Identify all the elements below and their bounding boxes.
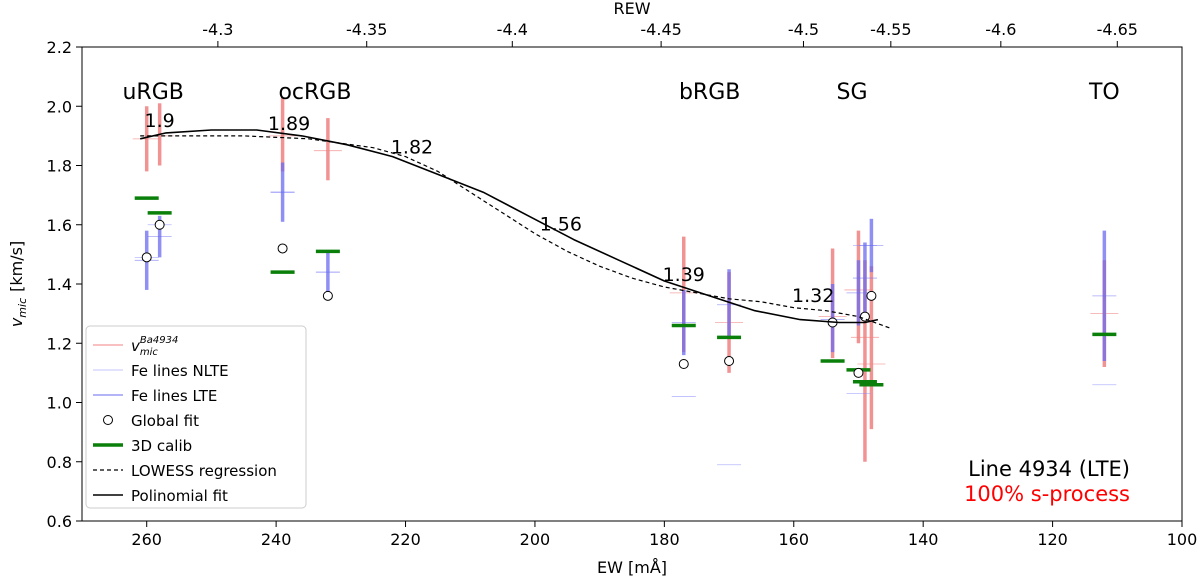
data-marks (132, 97, 1119, 466)
y-tick-label: 1.0 (47, 394, 72, 413)
global-fit-point (853, 367, 864, 378)
x-tick-label: 180 (649, 530, 680, 549)
top-tick-label: -4.4 (497, 20, 528, 39)
x-tick-label: 220 (390, 530, 421, 549)
text-labels: uRGB ocRGB bRGB SG TO 1.9 1.89 1.82 1.56 1.39 1.32 (122, 80, 1119, 307)
svg-text:vmic[km/s]: vmic [km/s] (7, 241, 29, 327)
y-tick-label: 2.2 (47, 38, 72, 57)
y-tick-label: 1.6 (47, 216, 72, 235)
fit-value-label: 1.56 (540, 214, 582, 236)
top-tick-label: -4.5 (788, 20, 819, 39)
legend-box (85, 325, 307, 509)
axis-ticks: 260 240 220 200 180 160 140 120 100 0.6 0.8 1.0 1.2 1… (47, 20, 1198, 549)
x-tick-label: 260 (131, 530, 162, 549)
y-axis-label-v: v (7, 317, 26, 327)
group-label: uRGB (122, 80, 183, 105)
global-fit-point (678, 358, 689, 369)
global-fit-point (277, 243, 288, 254)
legend-global-marker (103, 415, 113, 425)
legend-ba-label-sub: mic (140, 347, 159, 358)
top-tick-label: -4.6 (985, 20, 1016, 39)
global-fit-point (154, 219, 165, 230)
top-axis-label: REW (613, 0, 650, 18)
global-fit-point (322, 290, 333, 301)
y-tick-label: 0.6 (47, 512, 72, 531)
group-label: ocRGB (278, 80, 351, 105)
top-tick-label: -4.3 (202, 20, 233, 39)
top-tick-label: -4.45 (640, 20, 681, 39)
global-fit-point (141, 252, 152, 263)
x-tick-label: 120 (1037, 530, 1068, 549)
legend: vmicBa4934 Fe lines NLTE Fe lines LTE Gl… (85, 325, 307, 509)
polynomial-line (140, 129, 879, 324)
x-tick-label: 140 (908, 530, 939, 549)
x-tick-label: 160 (778, 530, 809, 549)
y-axis-label-sub: mic (16, 298, 29, 318)
global-fit-point (724, 356, 735, 367)
group-label: TO (1088, 80, 1120, 105)
y-tick-label: 2.0 (47, 97, 72, 116)
legend-poly-label: Polinomial fit (131, 487, 228, 505)
fit-lines (140, 129, 892, 329)
top-tick-label: -4.65 (1097, 20, 1138, 39)
x-tick-label: 200 (520, 530, 551, 549)
legend-lte-label: Fe lines LTE (131, 387, 217, 405)
y-tick-label: 1.4 (47, 275, 72, 294)
y-axis-label-units: [km/s] (7, 241, 26, 292)
legend-calib-label: 3D calib (131, 437, 192, 455)
global-fit-point (859, 311, 870, 322)
y-axis-label: vmic [km/s] (7, 241, 29, 327)
x-axis-label: EW [mÅ] (597, 558, 667, 577)
x-tick-label: 240 (261, 530, 292, 549)
legend-lowess-label: LOWESS regression (131, 462, 277, 480)
top-tick-label: -4.55 (870, 20, 911, 39)
annotation-process: 100% s-process (964, 482, 1130, 506)
y-tick-label: 1.2 (47, 334, 72, 353)
fit-value-label: 1.39 (663, 264, 705, 286)
legend-ba-label: vmicBa4934 (131, 335, 178, 358)
fit-value-label: 1.32 (792, 285, 834, 307)
legend-ba-label-sup: Ba4934 (140, 335, 178, 346)
fit-value-label: 1.9 (145, 110, 175, 132)
group-label: bRGB (679, 80, 740, 105)
legend-ba-label-v: v (131, 337, 141, 355)
y-tick-label: 0.8 (47, 453, 72, 472)
y-tick-label: 1.8 (47, 157, 72, 176)
group-label: SG (836, 80, 867, 105)
legend-global-label: Global fit (131, 412, 199, 430)
global-fit-point (866, 290, 877, 301)
legend-nlte-label: Fe lines NLTE (131, 362, 229, 380)
fit-value-label: 1.82 (391, 137, 433, 159)
fit-value-label: 1.89 (268, 113, 310, 135)
top-tick-label: -4.35 (346, 20, 387, 39)
x-tick-label: 100 (1167, 530, 1198, 549)
annotation-line: Line 4934 (LTE) (968, 457, 1130, 481)
